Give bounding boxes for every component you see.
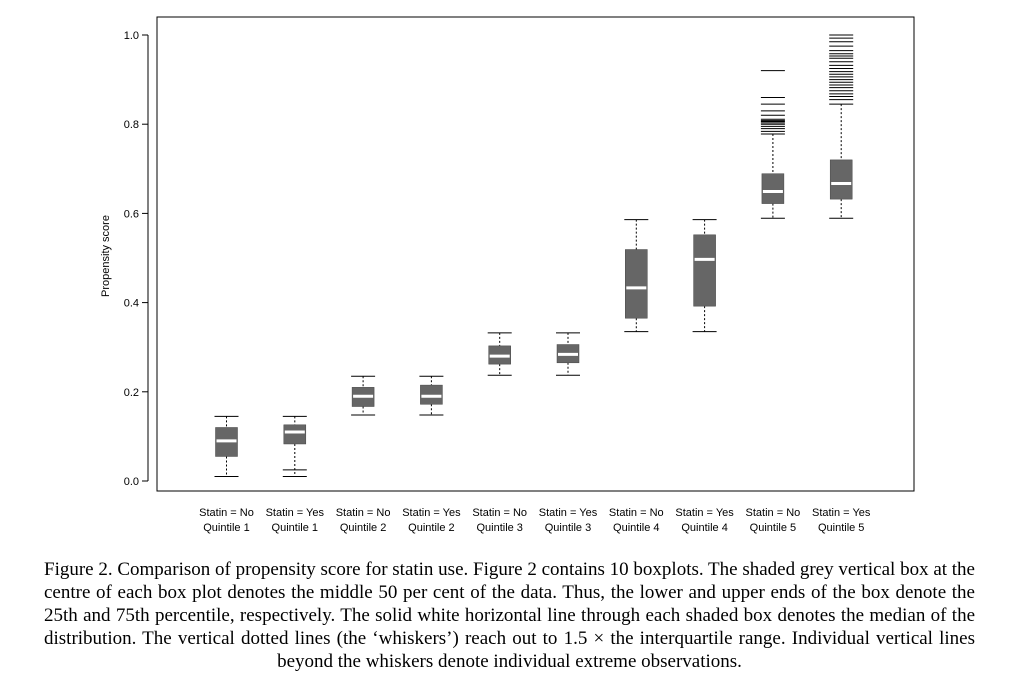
category-label-line1: Statin = No	[746, 507, 801, 519]
category-label-line2: Quintile 4	[613, 522, 659, 534]
y-tick-label: 0.0	[124, 476, 139, 488]
y-tick-label: 0.2	[124, 387, 139, 399]
category-label-line2: Quintile 3	[476, 522, 522, 534]
iqr-box	[693, 234, 716, 307]
y-axis-ticks: 0.0 0.2 0.4 0.6 0.8 1.0	[124, 30, 148, 488]
category-label-line2: Quintile 3	[545, 522, 591, 534]
category-label-line2: Quintile 2	[340, 522, 386, 534]
boxplot-group	[556, 332, 580, 376]
boxplot-group	[829, 34, 854, 219]
category-label-line1: Statin = Yes	[402, 507, 461, 519]
boxplot-group	[214, 415, 239, 478]
boxplot-chart: 0.0 0.2 0.4 0.6 0.8 1.0 Propensity score Stat…	[100, 16, 915, 534]
boxplot-group	[760, 70, 785, 219]
category-label-line1: Statin = Yes	[266, 507, 325, 519]
y-tick-label: 0.4	[124, 298, 139, 310]
category-label-line1: Statin = No	[609, 507, 664, 519]
y-tick-label: 1.0	[124, 30, 139, 42]
iqr-box	[625, 249, 648, 319]
iqr-box	[420, 384, 443, 405]
category-label-line1: Statin = Yes	[812, 507, 871, 519]
boxplot-group	[487, 332, 512, 376]
y-axis-label: Propensity score	[100, 215, 112, 297]
category-label-line2: Quintile 1	[272, 522, 318, 534]
iqr-box	[283, 424, 307, 445]
category-label-line2: Quintile 2	[408, 522, 454, 534]
boxplot-series	[214, 34, 854, 478]
y-tick-label: 0.6	[124, 208, 139, 220]
boxplot-group	[624, 219, 649, 333]
boxplot-group	[692, 219, 717, 333]
category-label-line1: Statin = No	[336, 507, 391, 519]
category-label-line1: Statin = No	[472, 507, 527, 519]
category-label-line2: Quintile 4	[681, 522, 727, 534]
boxplot-group	[351, 375, 376, 416]
boxplot-group	[419, 375, 444, 416]
category-label-line2: Quintile 5	[750, 522, 796, 534]
iqr-box	[761, 173, 785, 204]
y-tick-label: 0.8	[124, 119, 139, 131]
plot-frame	[156, 16, 915, 492]
iqr-box	[829, 159, 853, 200]
category-label-line1: Statin = Yes	[675, 507, 734, 519]
figure-caption: Figure 2. Comparison of propensity score…	[44, 559, 975, 672]
category-label-line1: Statin = Yes	[539, 507, 598, 519]
category-label-line2: Quintile 5	[818, 522, 864, 534]
boxplot-group	[282, 415, 307, 478]
category-label-line1: Statin = No	[199, 507, 254, 519]
category-labels: Statin = No Quintile 1 Statin = Yes Quintil…	[199, 507, 871, 534]
category-label-line2: Quintile 1	[203, 522, 249, 534]
